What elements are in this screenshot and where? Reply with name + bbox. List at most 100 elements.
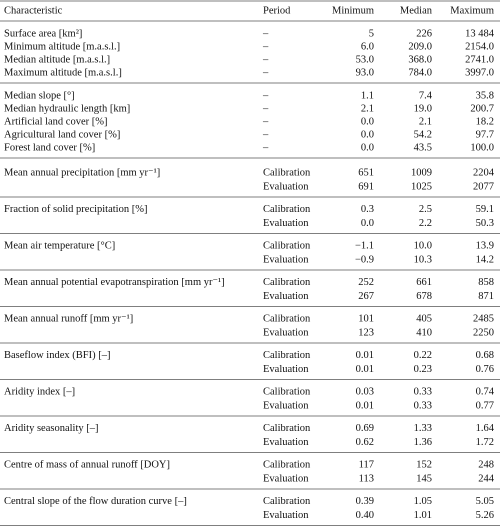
cell: 226 [416,28,432,39]
cell: 2485 [473,313,494,324]
cell: 0.01 [356,350,374,361]
cell: 0.0 [361,218,374,229]
cell: Calibration [263,496,311,507]
header-cell: Characteristic [4,5,63,16]
characteristic: Artificial land cover [%] [4,116,108,127]
cell: Calibration [263,423,311,434]
cell: 0.33 [414,400,432,411]
cell: Evaluation [263,364,309,375]
cell: 113 [359,473,374,484]
cell: 200.7 [470,103,494,114]
characteristic: Surface area [km²] [4,28,82,39]
cell: 1.33 [414,423,432,434]
cell: Calibration [263,313,311,324]
cell: 13.9 [476,240,494,251]
cell: 0.3 [361,204,374,215]
cell: 0.0 [361,129,374,140]
cell: 405 [416,313,432,324]
cell: 100.0 [470,142,494,153]
characteristic: Mean annual precipitation [mm yr⁻¹] [4,167,160,178]
cell: 6.0 [361,41,374,52]
cell: Evaluation [263,254,309,265]
cell: 1.05 [414,496,432,507]
cell: 93.0 [356,67,374,78]
cell: 145 [416,473,432,484]
header-cell: Minimum [332,5,374,16]
characteristic: Agricultural land cover [%] [4,129,120,140]
cell: 2.2 [419,218,432,229]
cell: 59.1 [476,204,494,215]
characteristic: Mean air temperature [°C] [4,240,115,251]
characteristic: Forest land cover [%] [4,142,95,153]
cell: 410 [416,327,432,338]
cell: Evaluation [263,510,309,521]
cell: 7.4 [419,90,433,101]
cell: 0.62 [356,437,374,448]
cell: 5 [369,28,374,39]
characteristic: Median slope [°] [4,90,75,101]
cell: 209.0 [408,41,432,52]
cell: 1.64 [476,423,495,434]
header-cell: Period [263,5,291,16]
cell: 2.5 [419,204,432,215]
characteristic: Maximum altitude [m.a.s.l.] [4,67,122,78]
characteristic: Aridity seasonality [–] [4,423,98,434]
cell: 858 [478,277,494,288]
cell: 0.68 [476,350,494,361]
cell: 0.01 [356,400,374,411]
cell: 101 [358,313,374,324]
cell: Calibration [263,386,311,397]
cell: 267 [358,291,374,302]
cell: 117 [359,459,374,470]
cell: 784.0 [408,67,432,78]
cell: 2741.0 [465,54,494,65]
cell: Calibration [263,240,311,251]
cell: – [262,116,269,127]
cell: 661 [416,277,432,288]
cell: 1.36 [414,437,432,448]
cell: Evaluation [263,400,309,411]
cell: 50.3 [476,218,494,229]
cell: 1.72 [476,437,494,448]
cell: −0.9 [355,254,374,265]
cell: Evaluation [263,473,309,484]
cell: 678 [416,291,432,302]
cell: 13 484 [465,28,495,39]
characteristic: Aridity index [–] [4,386,75,397]
cell: 0.77 [476,400,494,411]
cell: 3997.0 [465,67,494,78]
cell: 0.39 [356,496,374,507]
cell: – [262,90,269,101]
cell: 871 [478,291,494,302]
cell: 0.22 [414,350,432,361]
cell: 14.2 [476,254,494,265]
cell: Evaluation [263,181,309,192]
characteristic: Mean annual potential evapotranspiration… [4,277,225,288]
cell: – [262,103,269,114]
cell: – [262,142,269,153]
cell: 5.05 [476,496,494,507]
cell: – [262,67,269,78]
characteristic: Central slope of the flow duration curve… [4,496,187,507]
cell: −1.1 [355,240,374,251]
cell: 2.1 [419,116,432,127]
cell: 0.01 [356,364,374,375]
cell: 0.0 [361,116,374,127]
cell: Calibration [263,277,311,288]
cell: Evaluation [263,327,309,338]
cell: 97.7 [476,129,494,140]
characteristic: Fraction of solid precipitation [%] [4,204,147,215]
cell: – [262,28,269,39]
cell: 2250 [473,327,494,338]
cell: – [262,54,269,65]
cell: – [262,129,269,140]
cell: Calibration [263,167,311,178]
cell: 53.0 [356,54,374,65]
cell: 18.2 [476,116,494,127]
characteristic: Median altitude [m.a.s.l.] [4,54,110,65]
cell: 651 [358,167,374,178]
cell: 368.0 [408,54,432,65]
cell: 0.69 [356,423,374,434]
cell: 43.5 [414,142,432,153]
cell: 252 [358,277,374,288]
